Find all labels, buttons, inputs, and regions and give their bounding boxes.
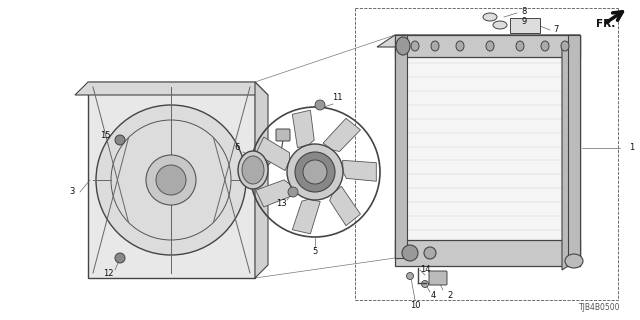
Circle shape bbox=[303, 160, 327, 184]
Polygon shape bbox=[342, 160, 376, 181]
Polygon shape bbox=[292, 199, 320, 234]
Circle shape bbox=[115, 135, 125, 145]
Ellipse shape bbox=[422, 281, 429, 287]
Text: 12: 12 bbox=[103, 268, 113, 277]
Polygon shape bbox=[395, 35, 407, 258]
Ellipse shape bbox=[238, 151, 268, 189]
Text: FR.: FR. bbox=[596, 19, 616, 29]
Text: 9: 9 bbox=[522, 18, 527, 27]
Text: 2: 2 bbox=[447, 292, 452, 300]
Text: 8: 8 bbox=[522, 7, 527, 17]
Ellipse shape bbox=[396, 37, 410, 55]
Polygon shape bbox=[568, 35, 580, 258]
Circle shape bbox=[295, 152, 335, 192]
Ellipse shape bbox=[242, 156, 264, 184]
Text: 5: 5 bbox=[312, 247, 317, 257]
FancyBboxPatch shape bbox=[276, 129, 290, 141]
Text: 1: 1 bbox=[629, 143, 635, 153]
Polygon shape bbox=[330, 186, 360, 226]
Circle shape bbox=[156, 165, 186, 195]
Text: 15: 15 bbox=[100, 131, 110, 140]
Polygon shape bbox=[510, 18, 540, 33]
Circle shape bbox=[96, 105, 246, 255]
Polygon shape bbox=[395, 35, 580, 57]
Ellipse shape bbox=[561, 41, 569, 51]
Polygon shape bbox=[256, 180, 295, 207]
Polygon shape bbox=[395, 35, 580, 258]
Polygon shape bbox=[377, 35, 580, 47]
Polygon shape bbox=[395, 240, 580, 266]
Polygon shape bbox=[256, 137, 290, 171]
Ellipse shape bbox=[516, 41, 524, 51]
Text: 13: 13 bbox=[276, 199, 286, 209]
Ellipse shape bbox=[411, 41, 419, 51]
Polygon shape bbox=[255, 82, 268, 278]
Text: 10: 10 bbox=[410, 300, 420, 309]
Circle shape bbox=[146, 155, 196, 205]
Ellipse shape bbox=[402, 245, 418, 261]
Circle shape bbox=[315, 100, 325, 110]
Text: 6: 6 bbox=[234, 143, 240, 153]
Circle shape bbox=[287, 144, 343, 200]
Text: 4: 4 bbox=[430, 292, 436, 300]
Ellipse shape bbox=[431, 41, 439, 51]
Ellipse shape bbox=[424, 247, 436, 259]
Ellipse shape bbox=[541, 41, 549, 51]
Ellipse shape bbox=[565, 254, 583, 268]
FancyBboxPatch shape bbox=[429, 271, 447, 285]
Text: 7: 7 bbox=[554, 26, 559, 35]
Text: 14: 14 bbox=[420, 266, 430, 275]
Text: 3: 3 bbox=[69, 188, 75, 196]
Polygon shape bbox=[292, 110, 314, 148]
Ellipse shape bbox=[486, 41, 494, 51]
Circle shape bbox=[115, 253, 125, 263]
Polygon shape bbox=[88, 82, 255, 278]
Ellipse shape bbox=[493, 21, 507, 29]
Text: TJB4B0500: TJB4B0500 bbox=[579, 303, 620, 312]
Circle shape bbox=[288, 187, 298, 197]
Ellipse shape bbox=[406, 273, 413, 279]
Polygon shape bbox=[75, 82, 268, 95]
Polygon shape bbox=[323, 118, 360, 151]
Text: 11: 11 bbox=[332, 93, 342, 102]
Polygon shape bbox=[562, 35, 580, 270]
Ellipse shape bbox=[456, 41, 464, 51]
Ellipse shape bbox=[483, 13, 497, 21]
